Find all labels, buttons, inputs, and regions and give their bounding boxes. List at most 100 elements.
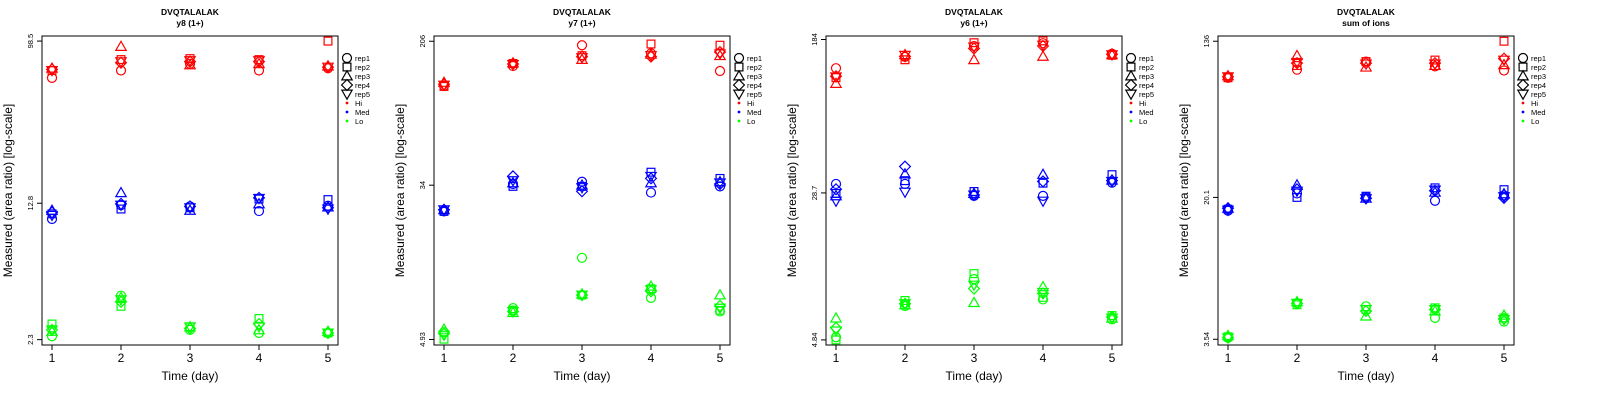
x-tick-label: 4	[1040, 351, 1047, 365]
data-point-lo-rep5	[967, 280, 981, 292]
y-axis-label: Measured (area ratio) [log-scale]	[785, 104, 799, 277]
legend-marker-rep5	[1516, 89, 1530, 101]
legend-marker-rep3	[1124, 69, 1138, 81]
data-point-hi-rep2	[900, 55, 910, 65]
data-point-hi-rep5	[1497, 55, 1511, 67]
data-point-hi-rep3	[1036, 49, 1050, 61]
data-point-lo-rep5	[437, 330, 451, 342]
legend-label-rep4: rep4	[355, 81, 370, 90]
legend-dot-lo	[737, 119, 741, 123]
legend-dot-med	[1129, 110, 1133, 114]
legend-dot-hi	[1521, 101, 1525, 105]
data-point-hi-rep3	[829, 77, 843, 88]
data-point-hi-rep3	[506, 56, 520, 68]
data-point-hi-rep5	[1105, 50, 1119, 62]
legend-dot-med	[1521, 110, 1525, 114]
data-point-med-rep3	[1221, 201, 1235, 213]
data-point-hi-rep3	[1497, 58, 1511, 70]
data-point-lo-rep2	[439, 334, 449, 344]
legend-marker-rep3	[732, 69, 746, 81]
y-tick-label: 4.93	[418, 332, 427, 347]
data-point-hi-rep3	[321, 59, 335, 71]
data-point-lo-rep3	[829, 311, 843, 323]
legend-label-rep2: rep2	[1531, 63, 1546, 72]
data-point-lo-rep5	[898, 299, 912, 311]
chart-title: DVQTALALAK	[161, 7, 220, 17]
data-point-hi-rep3	[114, 40, 128, 51]
data-point-hi-rep1	[1429, 61, 1441, 72]
data-point-lo-rep3	[967, 296, 981, 308]
x-axis-label: Time (day)	[162, 369, 219, 383]
legend-label-rep2: rep2	[747, 63, 762, 72]
y-axis-label: Measured (area ratio) [log-scale]	[1177, 104, 1191, 277]
x-tick-label: 4	[1432, 351, 1439, 365]
data-point-med-rep4	[575, 185, 589, 198]
legend-label-med: Med	[747, 108, 762, 117]
legend-label-hi: Hi	[1139, 99, 1146, 108]
legend-label-lo: Lo	[355, 117, 363, 126]
data-point-hi-rep1	[1498, 65, 1510, 76]
data-point-med-rep3	[1105, 173, 1119, 185]
data-point-lo-rep5	[1497, 315, 1511, 327]
data-point-lo-rep3	[1359, 309, 1373, 321]
legend-label-rep5: rep5	[747, 90, 762, 99]
chart-title: DVQTALALAK	[1337, 7, 1396, 17]
data-point-lo-rep2	[900, 295, 910, 305]
data-point-lo-rep3	[1036, 280, 1050, 292]
data-point-med-rep5	[1359, 194, 1373, 206]
data-point-med-rep4	[644, 172, 658, 185]
data-point-med-rep3	[437, 203, 451, 215]
data-point-lo-rep1	[576, 252, 588, 263]
data-point-med-rep5	[183, 203, 197, 215]
chart-title: DVQTALALAK	[553, 7, 612, 17]
data-point-med-rep5	[506, 176, 520, 188]
data-point-med-rep5	[114, 200, 128, 212]
data-point-hi-rep5	[644, 51, 658, 63]
chart-title: DVQTALALAK	[945, 7, 1004, 17]
data-point-hi-rep5	[183, 56, 197, 68]
legend-label-rep4: rep4	[1531, 81, 1546, 90]
data-point-hi-rep5	[1428, 59, 1442, 71]
data-point-med-rep5	[252, 193, 266, 205]
x-tick-label: 3	[579, 351, 586, 365]
data-point-lo-rep5	[506, 306, 520, 318]
y-tick-label: 136	[1202, 35, 1211, 48]
y-tick-label: 4.84	[810, 333, 819, 348]
legend-label-rep4: rep4	[747, 81, 762, 90]
legend-label-rep1: rep1	[1531, 54, 1546, 63]
plot-frame	[41, 35, 339, 346]
y-tick-label: 20.1	[1202, 190, 1211, 205]
x-tick-label: 1	[1225, 351, 1232, 365]
data-point-hi-rep5	[437, 80, 451, 92]
data-point-hi-rep5	[898, 50, 912, 62]
y-axis-label: Measured (area ratio) [log-scale]	[393, 104, 407, 277]
data-point-lo-rep1	[46, 331, 58, 342]
legend-marker-rep1	[341, 52, 353, 64]
data-point-hi-rep5	[45, 66, 59, 77]
data-point-lo-rep4	[114, 295, 128, 309]
legend-label-rep5: rep5	[1139, 90, 1154, 99]
data-point-lo-rep5	[1290, 298, 1304, 310]
data-point-med-rep5	[1036, 196, 1050, 208]
x-tick-label: 3	[187, 351, 194, 365]
legend-label-hi: Hi	[355, 99, 362, 108]
legend-label-rep5: rep5	[355, 90, 370, 99]
data-point-hi-rep5	[252, 56, 266, 68]
data-point-hi-rep2	[1499, 36, 1509, 46]
data-point-med-rep5	[1290, 186, 1304, 198]
legend-label-rep1: rep1	[1139, 54, 1154, 63]
data-point-hi-rep3	[1221, 69, 1235, 81]
data-point-hi-rep5	[506, 60, 520, 71]
plot-frame	[1217, 35, 1515, 346]
x-tick-label: 5	[1109, 351, 1116, 365]
data-point-lo-rep5	[1428, 304, 1442, 316]
data-point-lo-rep1	[899, 300, 911, 312]
data-point-med-rep2	[1107, 170, 1117, 180]
legend-label-rep3: rep3	[747, 72, 762, 81]
chart-subtitle: y7 (1+)	[568, 18, 595, 28]
data-point-lo-rep4	[829, 321, 843, 335]
data-point-hi-rep5	[1221, 72, 1235, 84]
data-point-med-rep3	[1036, 168, 1050, 179]
